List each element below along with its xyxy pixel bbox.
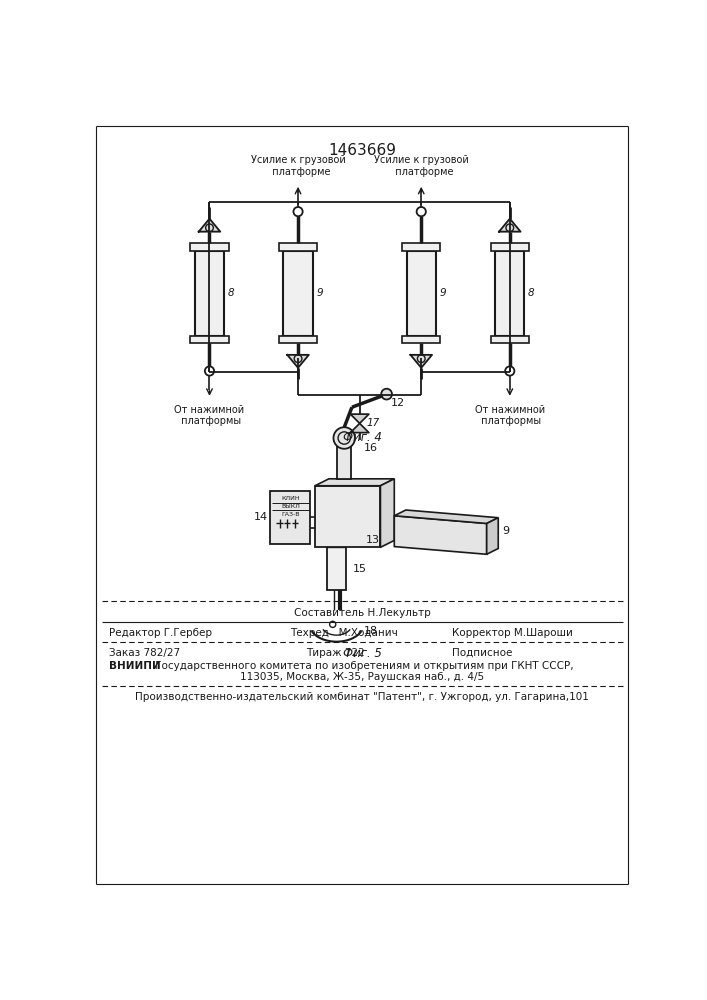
Bar — [190, 336, 229, 343]
Polygon shape — [486, 518, 498, 554]
Text: От нажимной
 платформы: От нажимной платформы — [175, 405, 245, 426]
Text: Тираж 722: Тираж 722 — [305, 648, 365, 658]
Text: 8: 8 — [528, 288, 534, 298]
Bar — [327, 547, 346, 590]
Text: Подписное: Подписное — [452, 648, 513, 658]
Polygon shape — [380, 479, 395, 547]
Bar — [495, 251, 525, 336]
Text: 18: 18 — [364, 626, 378, 636]
Text: Государственного комитета по изобретениям и открытиям при ГКНТ СССР,: Государственного комитета по изобретения… — [152, 661, 573, 671]
Text: Производственно-издательский комбинат "Патент", г. Ужгород, ул. Гагарина,101: Производственно-издательский комбинат "П… — [135, 692, 589, 702]
Text: Редактор Г.Гербер: Редактор Г.Гербер — [110, 628, 212, 638]
Polygon shape — [351, 414, 369, 423]
Circle shape — [334, 427, 355, 449]
Text: Заказ 782/27: Заказ 782/27 — [110, 648, 180, 658]
Text: 9: 9 — [503, 526, 510, 536]
Polygon shape — [395, 510, 498, 523]
Bar — [190, 243, 229, 251]
Polygon shape — [411, 355, 432, 368]
Text: 8: 8 — [228, 288, 234, 298]
Bar — [402, 336, 440, 343]
Text: 12: 12 — [391, 398, 405, 408]
Bar — [279, 243, 317, 251]
Text: 17: 17 — [367, 418, 380, 428]
Text: Составитель Н.Лекультр: Составитель Н.Лекультр — [293, 608, 431, 618]
Polygon shape — [321, 538, 352, 547]
Text: Фиг. 5: Фиг. 5 — [342, 647, 381, 660]
Text: Корректор М.Шароши: Корректор М.Шароши — [452, 628, 573, 638]
Bar — [491, 336, 529, 343]
Bar — [284, 251, 312, 336]
Text: Техред   М.Ходанич: Техред М.Ходанич — [291, 628, 398, 638]
Text: ГАЗ-В: ГАЗ-В — [281, 512, 300, 517]
Text: 15: 15 — [353, 564, 367, 574]
Bar — [402, 243, 440, 251]
Text: От нажимной
 платформы: От нажимной платформы — [474, 405, 545, 426]
Polygon shape — [395, 516, 486, 554]
Polygon shape — [199, 219, 221, 232]
Text: ВЫКЛ: ВЫКЛ — [281, 504, 300, 509]
Circle shape — [381, 389, 392, 400]
Text: ВНИИПИ: ВНИИПИ — [110, 661, 161, 671]
Polygon shape — [315, 479, 395, 486]
Text: 1463669: 1463669 — [328, 143, 396, 158]
Polygon shape — [287, 355, 309, 368]
Bar — [279, 336, 317, 343]
Text: 16: 16 — [364, 443, 378, 453]
Text: 9: 9 — [440, 288, 446, 298]
Text: Усилие к грузовой
  платформе: Усилие к грузовой платформе — [374, 155, 469, 177]
Bar — [195, 251, 224, 336]
Text: 113035, Москва, Ж-35, Раушская наб., д. 4/5: 113035, Москва, Ж-35, Раушская наб., д. … — [240, 672, 484, 682]
Bar — [337, 444, 351, 479]
Text: 13: 13 — [366, 535, 380, 545]
Bar — [491, 243, 529, 251]
Text: Фиг. 4: Фиг. 4 — [342, 431, 381, 444]
Text: 9: 9 — [316, 288, 323, 298]
Text: КЛИН: КЛИН — [281, 496, 300, 501]
Bar — [315, 486, 380, 547]
Bar — [407, 251, 436, 336]
Text: 14: 14 — [254, 512, 268, 522]
Polygon shape — [499, 219, 520, 232]
Polygon shape — [351, 423, 369, 433]
Bar — [270, 491, 310, 544]
Text: Усилие к грузовой
  платформе: Усилие к грузовой платформе — [251, 155, 346, 177]
